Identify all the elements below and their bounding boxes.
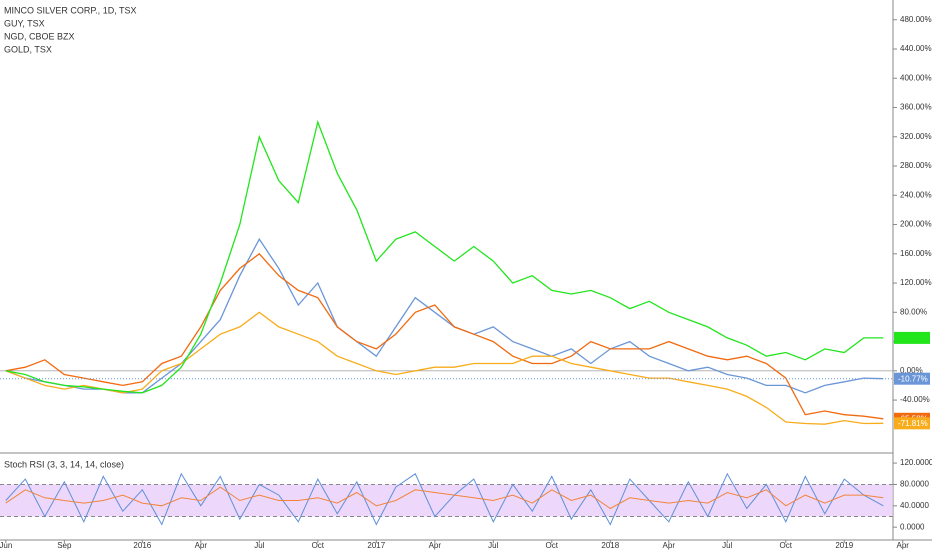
- series-line: [5, 119, 884, 394]
- x-tick-label: Apr: [897, 541, 910, 550]
- x-tick-label: Oct: [780, 541, 793, 550]
- price-tag: [894, 331, 930, 344]
- x-tick-label: 2018: [601, 541, 619, 550]
- y-tick-label: 0.0000: [900, 522, 925, 531]
- y-tick-label: 160.00%: [900, 249, 932, 258]
- indicator-title: Stoch RSI (3, 3, 14, 14, close): [4, 459, 124, 469]
- y-tick-label: 80.0000: [900, 480, 929, 489]
- y-tick-label: 480.00%: [900, 15, 932, 24]
- y-tick-label: 40.0000: [900, 501, 929, 510]
- x-tick-label: Sep: [57, 541, 72, 550]
- band: [0, 484, 893, 517]
- y-tick-label: -40.00%: [900, 395, 930, 404]
- x-tick-label: Jun: [0, 541, 12, 550]
- series-line: [5, 237, 884, 394]
- series-line: [5, 311, 884, 425]
- y-tick-label: 240.00%: [900, 190, 932, 199]
- legend-entry: NGD, CBOE BZX: [4, 31, 75, 41]
- x-tick-label: 2019: [835, 541, 853, 550]
- price-tag-label: -10.77%: [898, 374, 928, 383]
- x-tick-label: Apr: [663, 541, 676, 550]
- legend-entry: GUY, TSX: [4, 18, 45, 28]
- chart-title: MINCO SILVER CORP., 1D, TSX: [4, 5, 137, 15]
- y-tick-label: 120.00%: [900, 278, 932, 287]
- x-tick-label: Jul: [722, 541, 732, 550]
- legend-entry: GOLD, TSX: [4, 44, 52, 54]
- price-tag: [894, 372, 930, 385]
- x-tick-label: 2016: [133, 541, 151, 550]
- y-tick-label: 120.0000: [900, 458, 932, 467]
- y-tick-label: 80.00%: [900, 307, 927, 316]
- y-tick-label: 200.00%: [900, 220, 932, 229]
- series-line: [5, 486, 884, 510]
- price-tag-label: -71.81%: [898, 419, 928, 428]
- y-tick-label: 0.00%: [900, 366, 923, 375]
- series-line: [5, 252, 884, 420]
- price-tag: [894, 417, 930, 430]
- y-tick-label: 360.00%: [900, 103, 932, 112]
- x-tick-label: Oct: [546, 541, 559, 550]
- x-tick-label: Jul: [488, 541, 498, 550]
- y-tick-label: 400.00%: [900, 73, 932, 82]
- x-tick-label: Apr: [195, 541, 208, 550]
- x-tick-label: Apr: [429, 541, 442, 550]
- y-tick-label: 320.00%: [900, 132, 932, 141]
- x-tick-label: 2017: [367, 541, 385, 550]
- x-tick-label: Jul: [254, 541, 264, 550]
- y-tick-label: 440.00%: [900, 44, 932, 53]
- series-line: [5, 472, 884, 526]
- y-tick-label: 280.00%: [900, 161, 932, 170]
- x-tick-label: Oct: [312, 541, 325, 550]
